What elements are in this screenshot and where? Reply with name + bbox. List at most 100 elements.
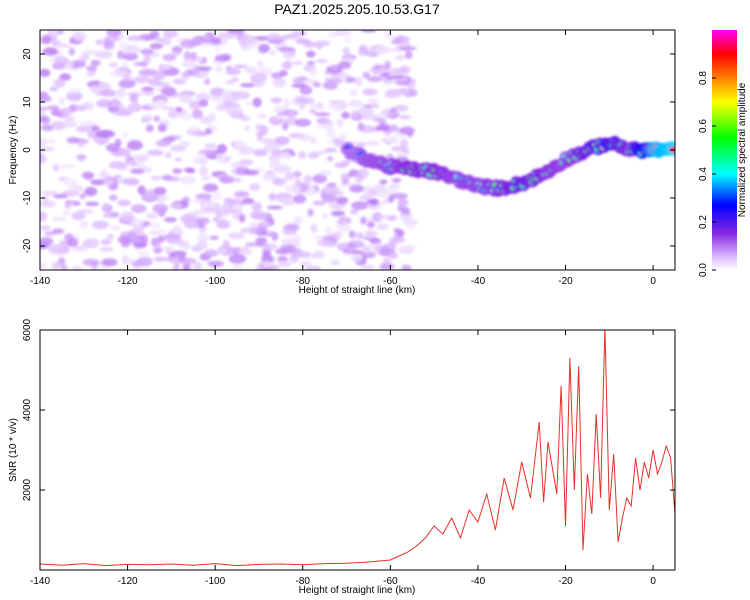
bottom-x-ticks: -140 -120 -100 -80 -60 -40 -20 0 <box>30 330 656 587</box>
noise-blob <box>300 97 315 105</box>
noise-blob <box>80 120 98 127</box>
colorbar-tick-label: 0.0 <box>698 263 709 277</box>
x-tick-label: -140 <box>30 576 50 587</box>
noise-blob <box>214 54 230 62</box>
noise-blob <box>351 201 369 210</box>
noise-blob <box>238 248 253 257</box>
colorbar-gradient <box>712 30 737 270</box>
noise-blob <box>344 36 353 44</box>
noise-blob <box>382 258 392 265</box>
noise-blob <box>241 197 255 205</box>
noise-blob <box>270 264 280 270</box>
noise-blob <box>85 124 93 133</box>
noise-blob <box>63 177 78 188</box>
noise-blob <box>149 229 167 236</box>
noise-blob <box>329 64 340 71</box>
noise-blob <box>155 139 171 147</box>
noise-blob <box>72 265 83 270</box>
noise-blob <box>179 214 196 223</box>
noise-blob <box>272 178 288 186</box>
noise-blob <box>165 234 182 244</box>
noise-blob <box>191 130 205 137</box>
noise-blob <box>333 230 343 239</box>
noise-blob <box>66 88 82 94</box>
noise-blob <box>362 88 378 96</box>
noise-blob <box>149 30 160 40</box>
colorbar-tick-label: 0.6 <box>698 119 709 133</box>
noise-blob <box>118 40 127 51</box>
noise-blob <box>110 98 120 108</box>
noise-blob <box>40 95 52 103</box>
noise-blob <box>297 134 312 141</box>
noise-blob <box>178 93 193 104</box>
noise-blob <box>121 255 129 265</box>
noise-blob <box>102 212 113 218</box>
noise-blob <box>183 51 192 60</box>
noise-blob <box>40 111 46 118</box>
noise-blob <box>276 111 291 116</box>
noise-blob <box>40 124 54 132</box>
noise-blob <box>367 204 380 210</box>
noise-blob <box>390 145 407 152</box>
noise-blob <box>175 106 183 113</box>
noise-blob <box>130 218 145 228</box>
noise-blob <box>376 223 389 231</box>
noise-blob <box>379 179 388 185</box>
noise-blob <box>291 83 307 88</box>
noise-blob <box>131 154 150 159</box>
noise-blob <box>210 95 220 101</box>
x-tick-label: -100 <box>205 276 225 287</box>
noise-blob <box>121 132 130 138</box>
noise-blob <box>255 213 267 221</box>
colorbar-tick-label: 0.2 <box>698 215 709 229</box>
noise-blob <box>406 221 417 230</box>
noise-blob <box>303 175 313 184</box>
colorbar: 0.0 0.2 0.4 0.6 0.8 Normalized spectral ampl… <box>698 30 748 277</box>
noise-blob <box>66 238 79 247</box>
noise-blob <box>102 202 110 211</box>
noise-blob <box>99 89 116 97</box>
noise-blob <box>172 225 183 236</box>
noise-blob <box>318 170 332 176</box>
noise-blob <box>342 222 349 231</box>
noise-blob <box>268 218 275 226</box>
colorbar-label: Normalized spectral amplitude <box>737 82 748 217</box>
noise-blob <box>133 75 151 84</box>
noise-blob <box>165 152 172 159</box>
noise-blob <box>233 177 242 183</box>
noise-blob <box>81 171 95 180</box>
noise-blob <box>79 220 89 229</box>
noise-blob <box>344 76 357 83</box>
noise-blob <box>239 115 251 122</box>
noise-blob <box>325 120 333 127</box>
x-tick-label: -40 <box>471 576 486 587</box>
noise-blob <box>142 114 153 123</box>
noise-blob <box>288 113 296 119</box>
noise-blob <box>306 50 316 58</box>
noise-blob <box>309 108 317 114</box>
noise-blob <box>307 208 314 217</box>
noise-blob <box>361 252 377 259</box>
noise-blob <box>40 68 51 78</box>
noise-blob <box>284 184 301 193</box>
noise-blob <box>362 72 371 79</box>
noise-blob <box>212 190 223 201</box>
noise-blob <box>201 202 215 208</box>
noise-blob <box>258 43 270 53</box>
noise-blob <box>366 221 375 229</box>
noise-blob <box>171 46 183 53</box>
noise-blob <box>307 151 319 159</box>
noise-blob <box>172 51 182 56</box>
noise-blob <box>216 97 225 107</box>
noise-blob <box>195 217 210 225</box>
noise-blob <box>63 115 76 122</box>
noise-blob <box>374 185 386 193</box>
noise-blob <box>315 124 332 130</box>
noise-blob <box>132 226 145 235</box>
noise-blob <box>179 141 191 147</box>
snr-plot-area <box>40 330 675 567</box>
noise-blob <box>315 58 328 64</box>
noise-blob <box>40 36 52 45</box>
noise-blob <box>260 125 269 136</box>
